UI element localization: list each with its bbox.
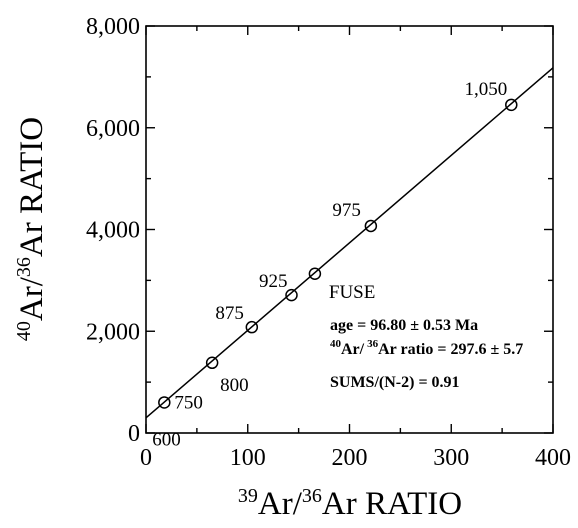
x-tick-label: 200 — [332, 445, 368, 471]
sums-annotation: SUMS/(N-2) = 0.91 — [330, 374, 460, 391]
x-axis-title: 39Ar/36Ar RATIO — [238, 485, 462, 522]
ratio-annotation: 40Ar/36Ar ratio = 297.6 ± 5.7 — [330, 338, 523, 358]
y-tick-label: 8,000 — [86, 14, 140, 40]
x-tick-label: 0 — [140, 445, 152, 471]
x-tick-label: 400 — [535, 445, 571, 471]
data-point — [505, 98, 518, 112]
data-point-label: 1,050 — [465, 79, 508, 100]
data-point — [245, 320, 259, 334]
data-point-label: 975 — [332, 200, 361, 221]
data-point-label: 875 — [215, 303, 244, 324]
data-point-labels: 750 800 875 925 FUSE 975 1,050 600 — [152, 79, 507, 451]
data-point-label: 925 — [259, 271, 288, 292]
data-point-label: 600 — [152, 429, 181, 450]
data-points — [158, 98, 518, 409]
y-tick-label: 4,000 — [86, 218, 140, 244]
y-tick-label: 6,000 — [86, 116, 140, 142]
data-point — [285, 288, 298, 302]
y-tick-label: 0 — [128, 421, 140, 447]
x-tick-label: 100 — [230, 445, 266, 471]
data-point — [308, 267, 322, 281]
data-point — [158, 396, 171, 409]
data-point — [205, 356, 219, 370]
data-point-label: 750 — [174, 392, 203, 413]
data-point — [364, 219, 378, 233]
y-tick-label: 2,000 — [86, 319, 140, 345]
data-point-label: FUSE — [329, 282, 375, 303]
regression-line — [145, 67, 554, 419]
y-axis-title: 40Ar/36Ar RATIO — [13, 117, 50, 341]
data-point-label: 800 — [220, 375, 249, 396]
axis-ticks — [145, 25, 554, 434]
age-annotation: age = 96.80 ± 0.53 Ma — [330, 317, 478, 334]
x-tick-label: 300 — [433, 445, 469, 471]
axis-tick-labels: 0 100 200 300 400 0 2,000 4,000 6,000 8,000 — [86, 14, 571, 471]
